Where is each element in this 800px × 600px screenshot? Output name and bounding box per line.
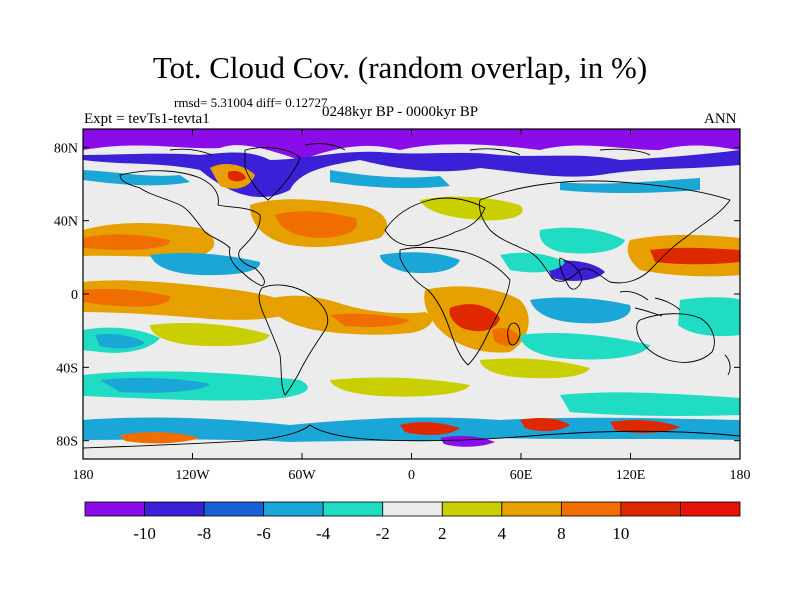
colorbar-swatch <box>84 501 145 517</box>
colorbar-swatch <box>680 501 741 517</box>
coastline-greenland <box>244 147 301 201</box>
colorbar-swatch <box>501 501 562 517</box>
lon-tick-label: 60E <box>510 468 533 483</box>
coastline-australia <box>636 313 715 363</box>
longitude-axis: 180 120W 60W 0 60E 120E 180 <box>73 129 751 483</box>
colorbar-swatch <box>322 501 384 517</box>
region-asia-cyan <box>539 227 625 254</box>
colorbar-swatch <box>560 501 622 517</box>
coastline-north-america <box>119 170 265 287</box>
time-period-label: 0248kyr BP - 0000kyr BP <box>322 104 479 120</box>
coastline-india <box>559 257 583 290</box>
region-equatorial-pacific-core <box>83 288 171 307</box>
experiment-label: Expt = tevTs1-tevta1 <box>84 111 210 127</box>
coastline-arctic-islands <box>169 143 651 156</box>
lon-tick-label: 0 <box>408 468 415 483</box>
colorbar-label: -8 <box>197 524 211 543</box>
colorbar-label: -4 <box>316 524 331 543</box>
region-indian-ocean-decrease <box>530 297 631 324</box>
region-south-pacific-yellow <box>150 323 270 347</box>
region-greenland-red <box>228 170 246 182</box>
region-southern-ocean-blue <box>100 377 210 393</box>
lat-tick-label: 40N <box>54 215 78 230</box>
plot-title: Tot. Cloud Cov. (random overlap, in %) <box>152 50 648 85</box>
region-madagascar-increase <box>492 328 520 346</box>
colorbar-swatch <box>382 501 443 517</box>
lat-tick-label: 40S <box>56 361 78 376</box>
region-north-america-core <box>275 211 357 238</box>
region-indian-ocean-cyan <box>520 333 650 360</box>
region-south-pacific-blue <box>95 333 145 349</box>
region-antarctic-orange <box>120 432 200 444</box>
lon-tick-label: 120W <box>175 468 210 483</box>
colorbar-swatch <box>620 501 681 517</box>
colorbar-label: 10 <box>612 524 629 543</box>
region-southern-ocean-yellow <box>330 377 470 397</box>
region-antarctic-red-west <box>400 422 460 436</box>
colorbar-swatch <box>263 501 324 517</box>
colorbar-label: 4 <box>498 524 507 543</box>
colorbar-label: -10 <box>133 524 156 543</box>
region-arabia-cyan <box>500 252 565 273</box>
region-southern-ocean-cyan-east <box>560 392 740 416</box>
latitude-axis: 80N 40N 0 40S 80S <box>54 141 740 450</box>
colorbar-label: 2 <box>438 524 447 543</box>
colorbar-swatch <box>203 501 265 517</box>
coastline-africa <box>399 246 511 366</box>
coastline-indonesia <box>619 291 681 317</box>
season-label: ANN <box>704 111 737 127</box>
colorbar-swatch <box>144 501 205 517</box>
coastline-antarctica <box>83 424 740 449</box>
colorbar-label: -6 <box>257 524 271 543</box>
rmsd-diff-stats: rmsd= 5.31004 diff= 0.12727 <box>174 95 328 110</box>
coastline-south-america <box>258 284 329 396</box>
lat-tick-label: 80N <box>54 141 78 156</box>
lat-tick-label: 80S <box>56 435 78 450</box>
coastline-asia <box>479 180 731 284</box>
coastlines <box>83 143 740 449</box>
colorbar-swatch <box>441 501 503 517</box>
region-equatorial-pacific-increase <box>83 280 300 320</box>
region-antarctic-red-east <box>610 419 680 434</box>
region-south-indian-yellow <box>480 358 590 379</box>
lon-tick-label: 60W <box>288 468 316 483</box>
region-arctic-blue <box>83 150 740 198</box>
colorbar-label: 8 <box>557 524 566 543</box>
region-antarctic-red-center <box>520 417 570 432</box>
region-antarctic-purple <box>440 435 495 447</box>
lon-tick-label: 180 <box>73 468 94 483</box>
coastline-europe <box>384 197 486 247</box>
coastline-madagascar <box>507 322 521 346</box>
region-west-pacific-core <box>650 247 740 265</box>
region-eurasia-yellow <box>420 196 523 221</box>
region-africa-core <box>449 304 500 332</box>
region-south-atlantic-core <box>330 313 410 327</box>
region-arctic-cyan <box>83 170 700 193</box>
lat-tick-label: 0 <box>71 288 78 303</box>
region-arctic-decrease <box>83 129 740 160</box>
lon-tick-label: 120E <box>616 468 646 483</box>
region-central-pacific-decrease <box>150 252 261 276</box>
anomaly-field <box>83 129 740 447</box>
region-north-pacific-core <box>83 234 171 250</box>
colorbar-label: -2 <box>376 524 390 543</box>
region-australia-decrease <box>678 297 740 337</box>
lon-tick-label: 180 <box>730 468 751 483</box>
colorbar: -10 -8 -6 -4 -2 2 4 8 10 <box>84 501 741 543</box>
coastline-new-zealand <box>724 354 731 376</box>
